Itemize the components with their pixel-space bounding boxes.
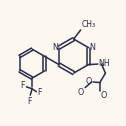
Text: N: N bbox=[52, 43, 58, 52]
Text: O: O bbox=[78, 88, 84, 97]
Text: F: F bbox=[28, 97, 32, 106]
Text: O: O bbox=[86, 77, 92, 86]
Text: F: F bbox=[38, 88, 42, 97]
Text: N: N bbox=[89, 43, 95, 52]
Text: O: O bbox=[100, 91, 107, 100]
Text: F: F bbox=[21, 81, 25, 90]
Text: CH₃: CH₃ bbox=[81, 21, 95, 29]
Text: NH: NH bbox=[99, 59, 110, 68]
